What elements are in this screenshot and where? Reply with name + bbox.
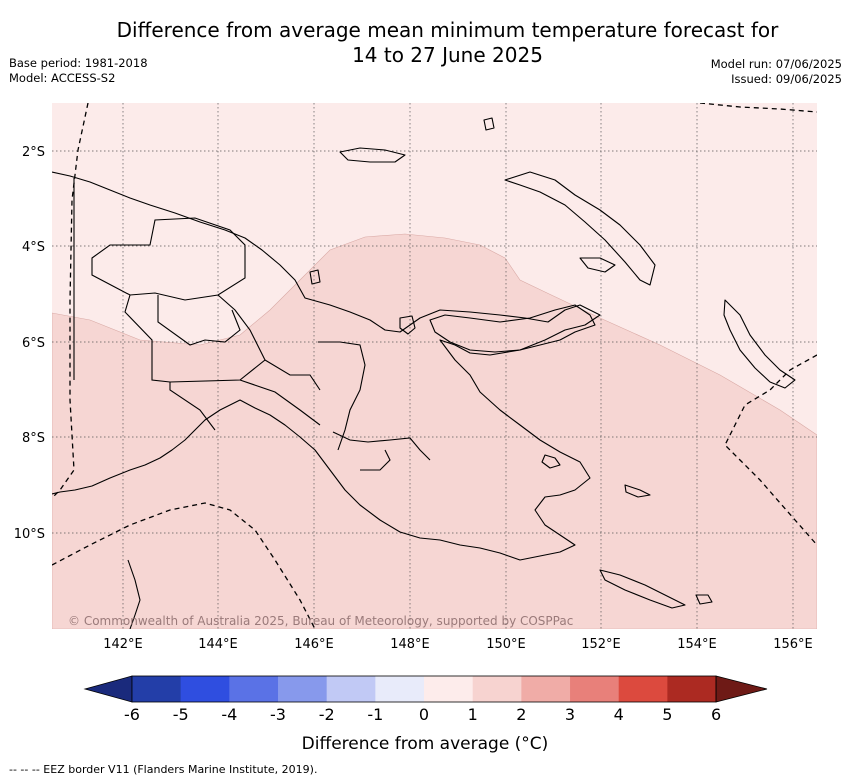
colorbar-under-arrow bbox=[83, 675, 133, 703]
colorbar-tick-label: 5 bbox=[662, 705, 672, 724]
colorbar-segment bbox=[521, 676, 571, 702]
map-area: © Commonwealth of Australia 2025, Bureau… bbox=[52, 103, 817, 629]
lat-label: 8°S bbox=[22, 431, 45, 446]
model-name: Model: ACCESS-S2 bbox=[9, 71, 116, 85]
colorbar-segment bbox=[375, 676, 425, 702]
colorbar-tick-label: -4 bbox=[221, 705, 237, 724]
colorbar-frame bbox=[131, 675, 717, 703]
colorbar-tick-label: 0 bbox=[419, 705, 429, 724]
colorbar-segment bbox=[132, 676, 181, 702]
colorbar-tick-label: -3 bbox=[270, 705, 286, 724]
lat-label: 6°S bbox=[22, 336, 45, 351]
province-borders bbox=[73, 178, 431, 471]
lon-labels: 142°E 144°E 146°E 148°E 150°E 152°E 154°… bbox=[103, 637, 813, 652]
base-period: Base period: 1981-2018 bbox=[9, 56, 148, 70]
map-title: Difference from average mean minimum tem… bbox=[70, 18, 825, 68]
eez-footnote: -- -- -- EEZ border V11 (Flanders Marine… bbox=[9, 763, 318, 776]
colorbar-tick-label: 2 bbox=[516, 705, 526, 724]
colorbar-ticks: -6 -5 -4 -3 -2 -1 0 1 2 3 4 5 6 bbox=[124, 705, 721, 724]
colorbar-segment bbox=[472, 676, 522, 702]
eez-borders bbox=[52, 103, 817, 629]
colorbar-segment bbox=[424, 676, 473, 702]
colorbar-tick-label: -1 bbox=[367, 705, 383, 724]
colorbar-segment bbox=[326, 676, 376, 702]
colorbar bbox=[83, 675, 768, 703]
lon-label: 146°E bbox=[294, 637, 334, 652]
lon-label: 148°E bbox=[390, 637, 430, 652]
colorbar-over-arrow bbox=[715, 675, 768, 703]
copyright-text: © Commonwealth of Australia 2025, Bureau… bbox=[68, 614, 573, 628]
colorbar-segment bbox=[278, 676, 327, 702]
coastlines bbox=[52, 117, 796, 629]
colorbar-tick-label: 6 bbox=[711, 705, 721, 724]
colorbar-segment bbox=[618, 676, 668, 702]
lat-labels: 2°S 4°S 6°S 8°S 10°S bbox=[14, 145, 45, 542]
lon-label: 150°E bbox=[486, 637, 526, 652]
colorbar-tick-label: -2 bbox=[319, 705, 335, 724]
colorbar-segment bbox=[180, 676, 230, 702]
colorbar-tick-label: 1 bbox=[468, 705, 478, 724]
colorbar-label: Difference from average (°C) bbox=[302, 734, 549, 754]
title-line-2: 14 to 27 June 2025 bbox=[352, 43, 543, 67]
colorbar-tick-label: 3 bbox=[565, 705, 575, 724]
lat-label: 10°S bbox=[14, 527, 45, 542]
issued-date: Issued: 09/06/2025 bbox=[731, 72, 842, 86]
lat-label: 2°S bbox=[22, 145, 45, 160]
title-line-1: Difference from average mean minimum tem… bbox=[116, 18, 779, 42]
colorbar-segment bbox=[570, 676, 619, 702]
lon-label: 152°E bbox=[581, 637, 621, 652]
colorbar-tick-label: -6 bbox=[124, 705, 140, 724]
lon-label: 144°E bbox=[198, 637, 238, 652]
run-info: Model run: 07/06/2025 Issued: 09/06/2025 bbox=[711, 57, 842, 87]
lon-label: 156°E bbox=[773, 637, 813, 652]
colorbar-tick-label: 4 bbox=[614, 705, 624, 724]
lon-label: 154°E bbox=[677, 637, 717, 652]
model-info: Base period: 1981-2018 Model: ACCESS-S2 bbox=[9, 56, 148, 86]
lon-label: 142°E bbox=[103, 637, 143, 652]
colorbar-tick-label: -5 bbox=[173, 705, 189, 724]
colorbar-segment bbox=[229, 676, 279, 702]
graticule bbox=[52, 103, 817, 629]
colorbar-segment bbox=[667, 676, 717, 702]
lat-label: 4°S bbox=[22, 240, 45, 255]
model-run: Model run: 07/06/2025 bbox=[710, 57, 842, 71]
anomaly-field-1-2 bbox=[52, 233, 817, 629]
